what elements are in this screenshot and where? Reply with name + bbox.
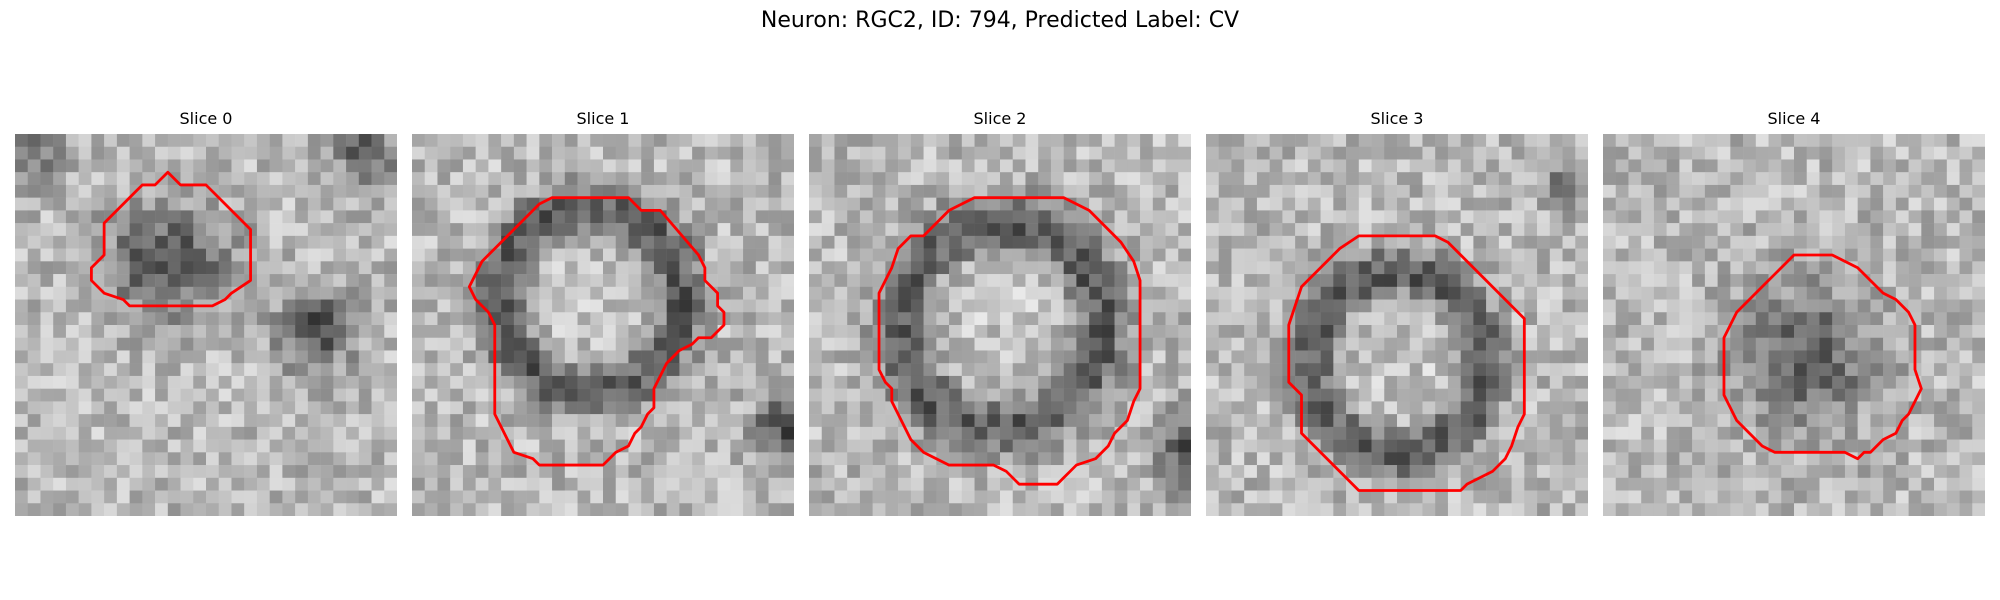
pixel-grid: [15, 134, 397, 516]
slice-image-1: [412, 134, 794, 516]
slice-panel-1: Slice 1: [412, 108, 794, 516]
pixel-grid: [1603, 134, 1985, 516]
slice-title-0: Slice 0: [179, 109, 233, 128]
slice-panel-2: Slice 2: [809, 108, 1191, 516]
pixel-grid: [1206, 134, 1588, 516]
contour-outline: [89, 170, 252, 308]
slice-panel-0: Slice 0: [15, 108, 397, 516]
figure-title: Neuron: RGC2, ID: 794, Predicted Label: …: [760, 8, 1240, 33]
contour-outline: [467, 196, 726, 467]
pixel-grid: [809, 134, 1191, 516]
contour-outline: [877, 196, 1142, 486]
contour-outline: [1722, 253, 1923, 461]
slice-image-2: [809, 134, 1191, 516]
slice-image-3: [1206, 134, 1588, 516]
contour-outline: [1287, 234, 1526, 492]
slice-title-3: Slice 3: [1370, 109, 1424, 128]
slice-image-4: [1603, 134, 1985, 516]
slice-panel-3: Slice 3: [1206, 108, 1588, 516]
slice-title-4: Slice 4: [1767, 109, 1821, 128]
slice-title-1: Slice 1: [576, 109, 630, 128]
slice-title-2: Slice 2: [973, 109, 1027, 128]
pixel-grid: [412, 134, 794, 516]
slice-image-0: [15, 134, 397, 516]
slice-panel-4: Slice 4: [1603, 108, 1985, 516]
